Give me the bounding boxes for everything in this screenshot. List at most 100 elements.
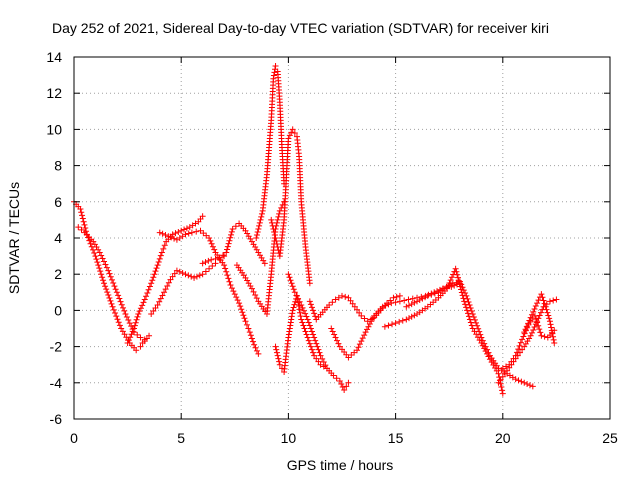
data-point — [358, 312, 365, 319]
data-point — [161, 289, 168, 296]
data-point — [243, 321, 250, 328]
data-point — [301, 325, 308, 332]
series-trace-j — [272, 292, 330, 375]
data-point — [512, 376, 519, 383]
data-point — [332, 296, 339, 303]
data-point — [234, 297, 241, 304]
data-point — [173, 267, 180, 274]
x-tick-label: 15 — [388, 430, 404, 446]
data-point — [152, 304, 159, 311]
data-point — [385, 301, 392, 308]
data-point — [392, 299, 399, 306]
data-point — [339, 292, 345, 299]
data-point — [345, 379, 352, 386]
data-point — [482, 343, 489, 350]
data-point — [164, 282, 171, 289]
data-point — [478, 334, 485, 341]
data-point — [534, 300, 541, 307]
data-point — [549, 330, 556, 337]
y-tick-label: 10 — [46, 121, 62, 137]
y-tick-label: 2 — [54, 266, 62, 282]
data-point — [513, 349, 520, 356]
data-point — [226, 278, 233, 285]
data-point — [223, 249, 230, 256]
data-point — [460, 287, 467, 294]
data-point — [161, 242, 168, 249]
data-point — [253, 235, 260, 241]
data-point — [365, 323, 372, 330]
data-point — [297, 309, 304, 316]
data-point — [159, 230, 166, 237]
data-point — [196, 272, 203, 279]
data-point — [257, 216, 264, 223]
axis-ticks — [73, 56, 611, 420]
data-point — [535, 297, 542, 304]
data-point — [307, 343, 314, 350]
data-point — [221, 253, 228, 260]
data-point — [342, 293, 349, 300]
data-point — [326, 301, 333, 308]
data-point — [474, 322, 481, 329]
data-point — [311, 310, 318, 317]
data-point — [546, 298, 553, 305]
data-point — [308, 328, 315, 335]
data-point — [107, 297, 114, 304]
data-point — [307, 301, 314, 308]
data-point — [124, 339, 131, 346]
data-point — [526, 382, 533, 389]
data-point — [98, 252, 105, 259]
data-point — [227, 282, 234, 289]
data-point — [322, 362, 329, 369]
data-point — [120, 304, 127, 311]
data-point — [529, 383, 536, 390]
data-point — [303, 313, 310, 320]
data-point — [209, 243, 216, 250]
data-point — [314, 343, 321, 350]
data-point — [100, 277, 107, 284]
data-point — [390, 294, 397, 301]
data-point — [224, 243, 231, 250]
data-point — [95, 262, 102, 269]
data-point — [517, 339, 524, 346]
data-point — [387, 297, 394, 304]
data-point — [251, 341, 258, 348]
data-point — [103, 264, 110, 271]
data-point — [536, 326, 543, 333]
data-point — [156, 255, 163, 262]
data-point — [431, 290, 438, 297]
data-point — [364, 326, 371, 333]
data-point — [212, 255, 219, 262]
data-point — [252, 344, 259, 351]
data-point — [320, 358, 327, 365]
data-point — [158, 249, 165, 256]
data-point — [98, 271, 105, 278]
data-point — [459, 284, 466, 291]
data-point — [396, 298, 403, 305]
data-point — [406, 315, 412, 322]
data-point — [470, 313, 477, 320]
data-point — [465, 310, 472, 317]
data-point — [224, 246, 231, 253]
data-point — [135, 311, 142, 318]
data-point — [381, 323, 388, 330]
data-point — [368, 318, 375, 325]
data-point — [543, 306, 550, 313]
data-point — [179, 269, 186, 276]
data-point — [306, 322, 313, 329]
data-point — [226, 237, 233, 244]
data-point — [154, 262, 161, 269]
data-point — [510, 355, 517, 362]
data-point — [205, 257, 212, 264]
data-point — [183, 225, 190, 232]
data-point — [156, 298, 163, 305]
data-point — [171, 235, 178, 242]
data-point — [485, 349, 492, 356]
data-point — [362, 329, 369, 336]
data-point — [506, 361, 513, 368]
series-trace-p — [495, 296, 560, 386]
data-point — [270, 75, 277, 82]
data-point — [345, 294, 352, 301]
data-point — [110, 306, 117, 313]
data-point — [185, 272, 192, 279]
